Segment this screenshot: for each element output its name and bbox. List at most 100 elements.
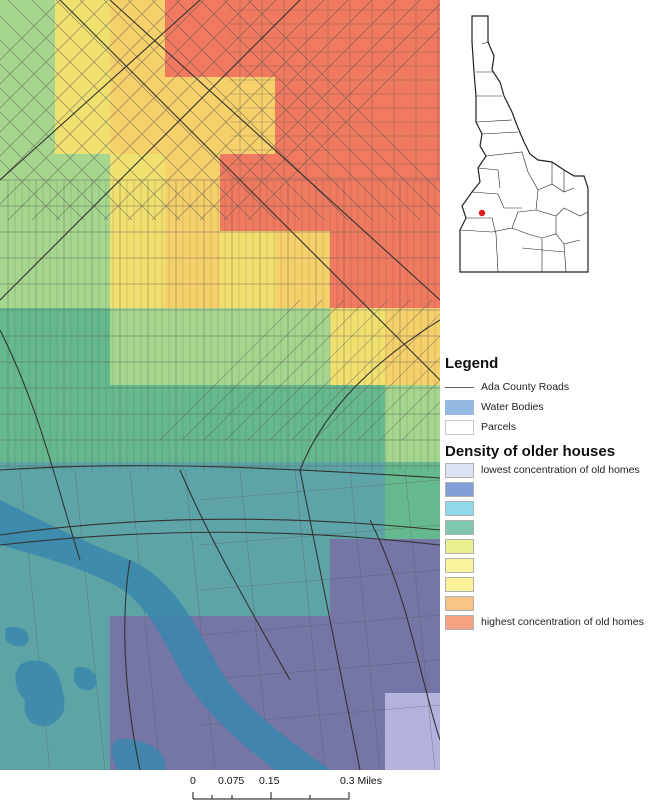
density-cell	[0, 231, 56, 309]
scale-label-0075: 0.075	[218, 775, 245, 787]
diag-parcel-line	[0, 0, 61, 61]
density-cell	[385, 616, 440, 694]
density-cell	[165, 385, 221, 463]
legend-symbol	[445, 380, 474, 388]
density-cell	[330, 616, 386, 694]
density-cell	[275, 231, 331, 309]
road	[109, 0, 440, 301]
density-cell	[0, 385, 56, 463]
county-boundaries	[459, 41, 589, 273]
pond	[112, 738, 165, 770]
density-legend-item	[445, 596, 650, 612]
parcel-line	[199, 479, 440, 501]
diag-parcel-line	[175, 0, 397, 221]
diag-parcel-line	[223, 3, 440, 221]
pond	[74, 667, 97, 691]
water-bodies-layer	[0, 500, 330, 770]
density-swatch	[445, 482, 474, 497]
density-cell	[110, 154, 166, 232]
density-cell	[165, 462, 221, 540]
parcel-line	[199, 659, 440, 681]
density-cell	[220, 231, 276, 309]
density-cell	[385, 77, 440, 155]
road	[59, 0, 440, 381]
density-cell	[220, 616, 276, 694]
density-swatch	[445, 520, 474, 535]
scale-bar-graphic	[192, 792, 350, 800]
density-cell	[55, 385, 111, 463]
diag-parcel-line	[357, 357, 440, 441]
density-cell	[220, 385, 276, 463]
legend-symbol	[445, 420, 474, 435]
density-cell	[165, 77, 221, 155]
density-cell	[275, 539, 331, 617]
density-cell	[330, 385, 386, 463]
road	[179, 469, 291, 681]
density-cell	[110, 231, 166, 309]
density-legend-item	[445, 539, 650, 555]
density-label: lowest concentration of old homes	[481, 464, 640, 476]
density-cell	[330, 231, 386, 309]
diag-parcel-line	[313, 313, 440, 441]
density-cell	[275, 462, 331, 540]
density-cell	[220, 462, 276, 540]
density-cell	[165, 231, 221, 309]
density-cell	[330, 462, 386, 540]
density-layer	[0, 0, 440, 770]
density-cell	[165, 154, 221, 232]
diag-parcel-line	[291, 299, 433, 441]
density-legend-item	[445, 558, 650, 574]
diag-parcel-line	[247, 299, 389, 441]
diag-parcel-line	[335, 335, 440, 441]
density-cell	[385, 385, 440, 463]
density-cell	[220, 308, 276, 386]
pond	[15, 660, 65, 726]
diag-parcel-line	[247, 27, 440, 221]
diag-parcel-line	[7, 0, 229, 221]
density-cell	[330, 154, 386, 232]
diag-parcel-line	[0, 0, 181, 181]
density-swatch	[445, 501, 474, 516]
density-legend-item	[445, 520, 650, 536]
legend-title: Legend	[445, 355, 499, 372]
diag-parcel-line	[151, 0, 373, 221]
scale-label-0: 0	[190, 775, 196, 787]
density-cell	[165, 308, 221, 386]
parcel-line	[129, 469, 161, 770]
idaho-inset-map	[459, 15, 589, 273]
density-swatch	[445, 539, 474, 554]
diag-parcel-line	[159, 299, 301, 441]
density-cell	[55, 462, 111, 540]
density-cell	[0, 0, 56, 78]
scale-bar: 0 0.075 0.15 0.3 Miles	[185, 775, 385, 805]
diag-parcel-line	[401, 401, 440, 441]
diag-parcel-line	[0, 0, 133, 133]
parcel-line	[349, 469, 381, 770]
scale-label-03: 0.3 Miles	[340, 775, 383, 787]
density-swatch	[445, 596, 474, 611]
diag-parcel-line	[31, 0, 253, 221]
density-swatch	[445, 463, 474, 478]
density-cell	[275, 616, 331, 694]
legend-item-ada-county-roads: Ada County Roads	[445, 380, 650, 396]
diag-parcel-line	[55, 0, 277, 221]
density-cell	[330, 308, 386, 386]
density-legend-title: Density of older houses	[445, 443, 616, 460]
legend-label: Water Bodies	[481, 401, 544, 413]
density-cell	[55, 154, 111, 232]
legend-symbol	[445, 400, 474, 415]
road	[0, 518, 440, 536]
diag-parcel-line	[225, 299, 367, 441]
density-cell	[330, 539, 386, 617]
density-cell	[55, 0, 111, 78]
road	[0, 0, 301, 301]
density-swatch	[445, 558, 474, 573]
diag-parcel-line	[269, 299, 411, 441]
roads-layer	[0, 0, 440, 770]
density-cell	[110, 616, 166, 694]
legend-item-water-bodies: Water Bodies	[445, 400, 650, 416]
diag-parcel-line	[0, 159, 61, 221]
density-cell	[0, 308, 56, 386]
density-cell	[110, 385, 166, 463]
density-cell	[385, 308, 440, 386]
